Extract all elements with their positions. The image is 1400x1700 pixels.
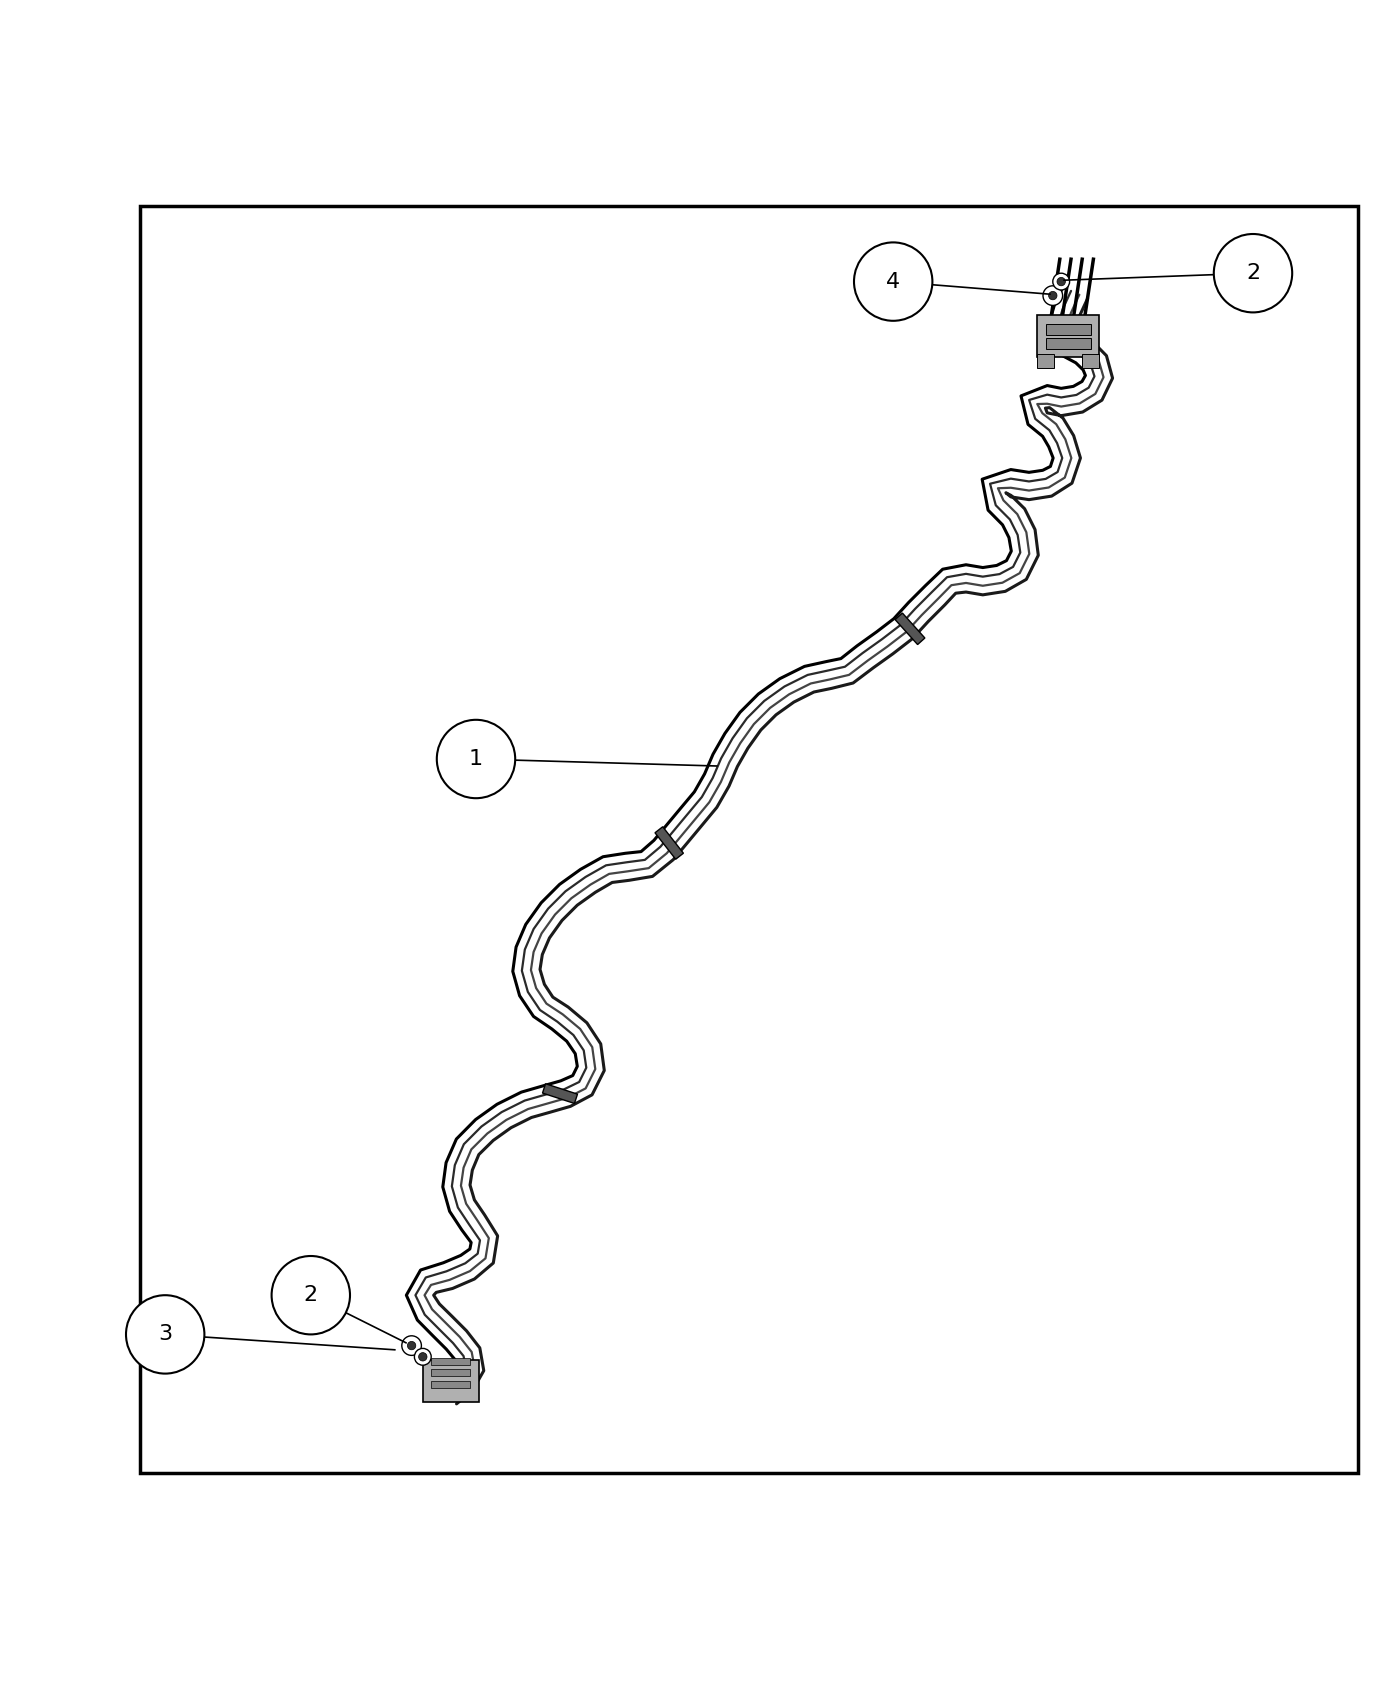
Bar [1046, 338, 1091, 348]
Text: 3: 3 [158, 1324, 172, 1345]
Text: 2: 2 [1246, 264, 1260, 284]
Bar [431, 1358, 470, 1365]
Text: 1: 1 [469, 750, 483, 768]
Circle shape [1057, 277, 1065, 286]
Bar [431, 1380, 470, 1387]
Circle shape [1049, 291, 1057, 299]
Circle shape [419, 1353, 427, 1362]
Circle shape [1053, 274, 1070, 291]
Text: 4: 4 [886, 272, 900, 292]
Polygon shape [543, 1083, 577, 1103]
Bar [1037, 314, 1099, 357]
Bar [1082, 354, 1099, 369]
Circle shape [272, 1256, 350, 1334]
Polygon shape [655, 826, 683, 858]
Bar [1037, 354, 1054, 369]
Bar [431, 1370, 470, 1377]
Circle shape [414, 1348, 431, 1365]
Bar [423, 1360, 479, 1401]
Circle shape [402, 1336, 421, 1355]
Bar [140, 206, 1358, 1472]
Circle shape [1214, 235, 1292, 313]
Circle shape [407, 1341, 416, 1350]
Circle shape [1043, 286, 1063, 306]
Circle shape [854, 243, 932, 321]
Text: 2: 2 [304, 1285, 318, 1306]
Bar [1046, 323, 1091, 335]
Circle shape [437, 719, 515, 799]
Circle shape [126, 1295, 204, 1374]
Polygon shape [895, 614, 925, 644]
